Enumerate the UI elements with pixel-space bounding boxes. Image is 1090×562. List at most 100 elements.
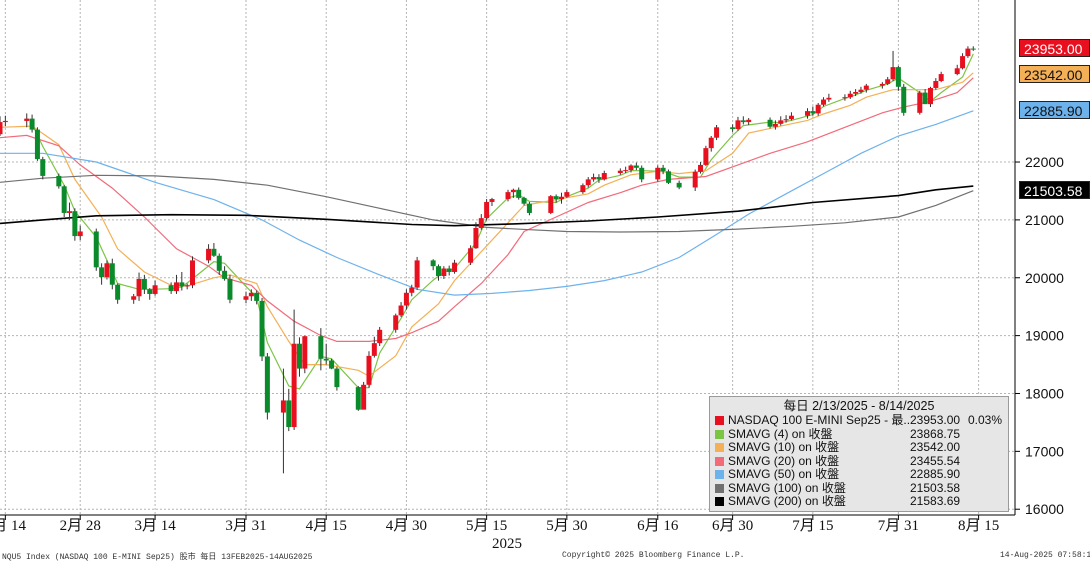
- legend-row: SMAVG (50) on 收盤 22885.90: [710, 467, 1008, 482]
- legend-row: NASDAQ 100 E-MINI Sep25 - 最... 23953.00 0.…: [710, 413, 1008, 428]
- candle-body: [692, 171, 698, 188]
- candle-body: [788, 115, 794, 120]
- candle-body: [938, 74, 944, 82]
- candle-body: [136, 278, 142, 297]
- candle-body: [639, 167, 645, 180]
- candle-body: [72, 211, 78, 237]
- legend-swatch: [715, 483, 724, 493]
- candle-body: [505, 192, 511, 200]
- candle-body: [558, 196, 564, 200]
- candle-body: [895, 67, 901, 87]
- candle-body: [147, 289, 153, 294]
- x-tick-label: 4月 15: [306, 518, 347, 534]
- candle-body: [510, 189, 516, 193]
- candle-body: [286, 400, 292, 428]
- candle-body: [302, 336, 308, 369]
- candle-body: [954, 68, 960, 75]
- legend-series-name: SMAVG (20) on 收盤: [728, 454, 840, 468]
- candle-body: [628, 165, 634, 171]
- candle-body: [633, 165, 639, 168]
- candle-body: [735, 120, 741, 130]
- candle-body: [168, 285, 174, 292]
- legend-row: SMAVG (4) on 收盤 23868.75: [710, 427, 1008, 442]
- candle-body: [660, 167, 666, 172]
- candle-body: [248, 292, 254, 297]
- candle-body: [617, 170, 623, 174]
- y-axis: 16000 17000 18000 19000 20000 21000 22000: [1015, 154, 1064, 517]
- candle-body: [740, 120, 746, 123]
- candle-body: [778, 120, 784, 124]
- candle-body: [318, 336, 324, 359]
- candle-body: [109, 263, 115, 285]
- legend-swatch: [715, 456, 724, 466]
- x-tick-label: 4月 30: [386, 518, 427, 534]
- ma-line: [0, 185, 974, 227]
- candle-body: [24, 118, 30, 121]
- candle-body: [473, 227, 479, 249]
- candle-body: [521, 197, 527, 204]
- candle-body: [93, 231, 99, 268]
- ma-line: [31, 53, 974, 390]
- candle-body: [334, 368, 340, 388]
- legend-value: 21583.69: [910, 494, 961, 508]
- legend-row: SMAVG (10) on 收盤 23542.00: [710, 440, 1008, 455]
- candle-body: [580, 185, 586, 193]
- candle-body: [853, 92, 859, 94]
- candle-body: [772, 123, 778, 127]
- candle-body: [516, 189, 522, 198]
- candle-body: [366, 355, 372, 385]
- candle-body: [259, 300, 265, 357]
- candle-body: [61, 186, 67, 213]
- candle-body: [141, 278, 147, 290]
- candle-body: [403, 292, 409, 306]
- candle-body: [591, 177, 597, 180]
- legend-series-name: SMAVG (50) on 收盤: [728, 468, 840, 481]
- candle-body: [564, 192, 570, 197]
- candle-body: [478, 218, 484, 228]
- x-axis: 2月 14 2月 28 3月 14 3月 31 4月 15 4月 30 5月 15 5月 30…: [0, 515, 999, 534]
- candle-body: [703, 148, 709, 165]
- price-tag: 23542.00: [1019, 65, 1090, 83]
- candle-body: [190, 260, 196, 286]
- candle-body: [131, 296, 137, 300]
- candle-body: [708, 137, 714, 149]
- candle-body: [965, 48, 971, 57]
- candle-body: [99, 267, 105, 278]
- candle-body: [585, 179, 591, 186]
- legend-row: SMAVG (200) on 收盤 21583.69: [710, 494, 1008, 509]
- x-tick-label: 6月 30: [712, 518, 753, 534]
- candle-body: [815, 104, 821, 114]
- candle-body: [29, 118, 35, 130]
- legend-title: 每日 2/13/2025 - 8/14/2025: [783, 399, 935, 413]
- candle-body: [746, 119, 752, 123]
- candle-body: [414, 260, 420, 288]
- legend-value: 22885.90: [910, 467, 961, 481]
- y-tick-label: 17000: [1025, 443, 1064, 459]
- candle-body: [323, 358, 329, 361]
- candle-body: [115, 284, 121, 300]
- y-tick-label: 21000: [1025, 212, 1064, 228]
- candle-body: [714, 127, 720, 138]
- candle-body: [179, 282, 185, 287]
- legend-change: 0.03%: [968, 413, 1003, 427]
- candle-body: [623, 170, 629, 172]
- x-tick-label: 3月 31: [225, 518, 266, 534]
- candle-body: [436, 266, 442, 277]
- y-tick-label: 16000: [1025, 501, 1064, 517]
- legend-swatch: [715, 416, 724, 426]
- x-tick-label: 8月 15: [958, 518, 999, 534]
- candle-body: [254, 292, 260, 301]
- candle-body: [243, 296, 249, 300]
- candle-body: [970, 48, 976, 50]
- price-tag: 23953.00: [1019, 39, 1090, 57]
- y-tick-label: 22000: [1025, 154, 1064, 170]
- legend-value: 23953.00: [910, 413, 961, 427]
- candle-body: [665, 171, 671, 183]
- ma-line: [0, 174, 974, 233]
- candle-body: [842, 97, 848, 99]
- x-tick-label: 7月 15: [792, 518, 833, 534]
- candle-body: [0, 122, 3, 135]
- x-tick-label: 2月 14: [0, 518, 26, 534]
- candle-body: [596, 177, 602, 180]
